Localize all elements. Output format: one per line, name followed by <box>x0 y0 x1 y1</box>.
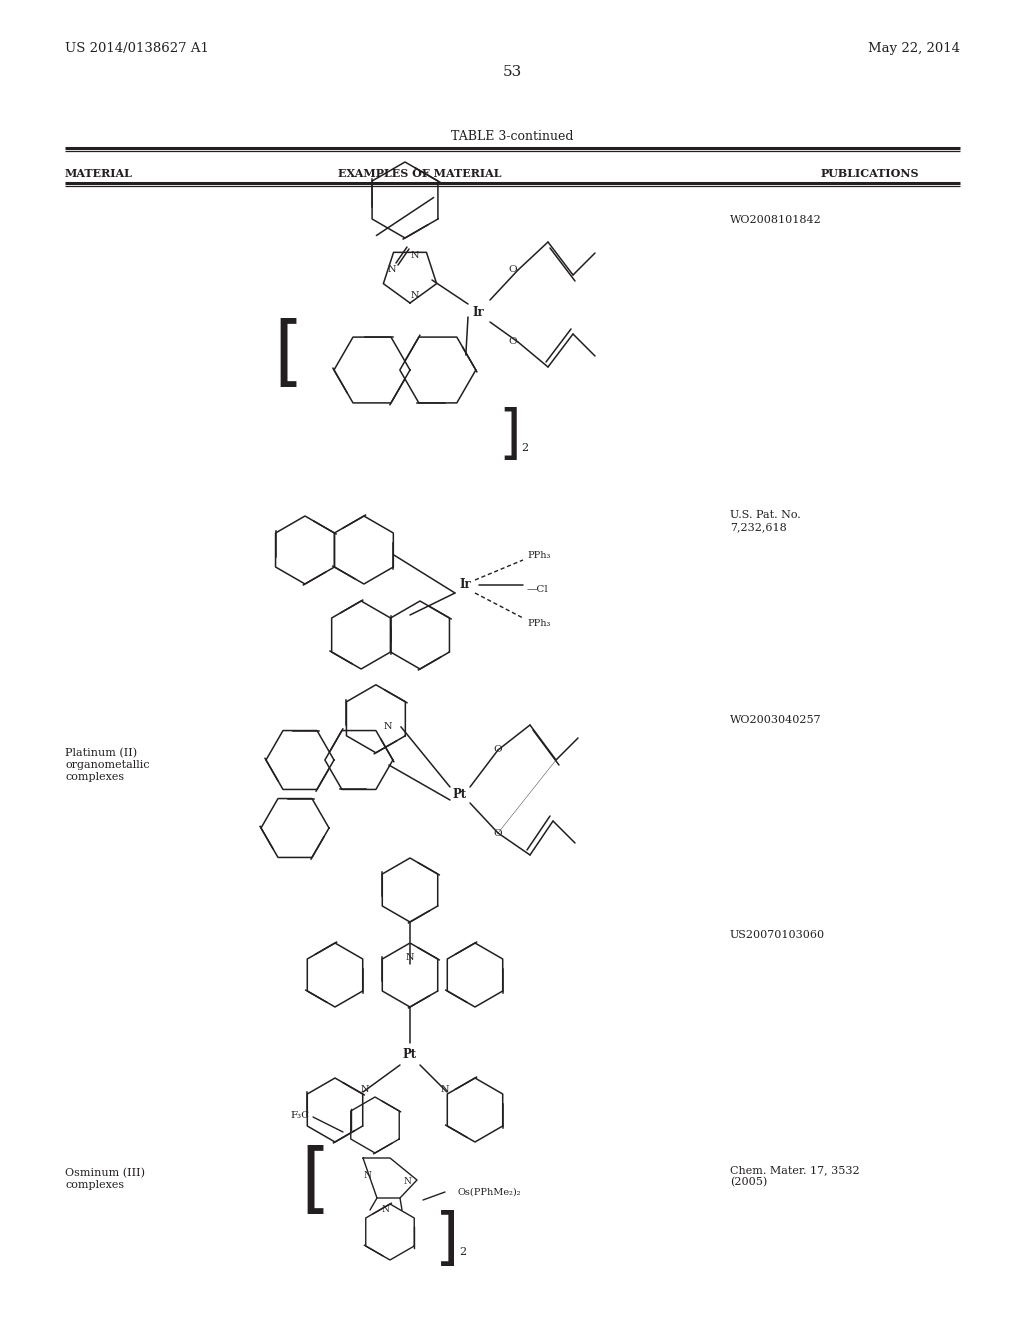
Text: [: [ <box>300 1144 330 1218</box>
Text: F₃C: F₃C <box>291 1110 310 1119</box>
Text: Os(PPhMe₂)₂: Os(PPhMe₂)₂ <box>457 1188 520 1196</box>
Text: N: N <box>384 722 392 731</box>
Text: O: O <box>494 746 503 755</box>
Text: O: O <box>509 265 517 275</box>
Text: complexes: complexes <box>65 772 124 781</box>
Text: PPh₃: PPh₃ <box>527 619 550 627</box>
Text: N: N <box>440 1085 450 1094</box>
Text: N: N <box>360 1085 370 1094</box>
Text: US20070103060: US20070103060 <box>730 931 825 940</box>
Text: PUBLICATIONS: PUBLICATIONS <box>821 168 920 180</box>
Text: Platinum (II): Platinum (II) <box>65 748 137 758</box>
Text: Pt: Pt <box>453 788 467 801</box>
Text: PPh₃: PPh₃ <box>527 550 550 560</box>
Text: O: O <box>509 338 517 346</box>
Text: WO2003040257: WO2003040257 <box>730 715 821 725</box>
Text: MATERIAL: MATERIAL <box>65 168 133 180</box>
Text: 2: 2 <box>460 1247 467 1257</box>
Text: ]: ] <box>435 1210 459 1270</box>
Text: —Cl: —Cl <box>527 586 549 594</box>
Text: N: N <box>406 953 415 961</box>
Text: May 22, 2014: May 22, 2014 <box>868 42 961 55</box>
Text: Ir: Ir <box>472 305 484 318</box>
Text: (2005): (2005) <box>730 1177 767 1187</box>
Text: [: [ <box>273 318 303 392</box>
Text: N: N <box>381 1205 389 1214</box>
Text: 2: 2 <box>521 444 528 453</box>
Text: WO2008101842: WO2008101842 <box>730 215 821 224</box>
Text: N: N <box>411 251 419 260</box>
Text: Pt: Pt <box>402 1048 417 1061</box>
Text: Chem. Mater. 17, 3532: Chem. Mater. 17, 3532 <box>730 1166 859 1175</box>
Text: complexes: complexes <box>65 1180 124 1191</box>
Text: organometallic: organometallic <box>65 760 150 770</box>
Text: US 2014/0138627 A1: US 2014/0138627 A1 <box>65 42 209 55</box>
Text: ]: ] <box>499 407 521 463</box>
Text: 7,232,618: 7,232,618 <box>730 521 786 532</box>
Text: Osminum (III): Osminum (III) <box>65 1168 145 1179</box>
Text: N: N <box>388 265 396 275</box>
Text: N: N <box>403 1177 411 1187</box>
Text: EXAMPLES OF MATERIAL: EXAMPLES OF MATERIAL <box>338 168 502 180</box>
Text: 53: 53 <box>503 65 521 79</box>
Text: O: O <box>494 829 503 837</box>
Text: TABLE 3-continued: TABLE 3-continued <box>451 129 573 143</box>
Text: Ir: Ir <box>459 578 471 591</box>
Text: N: N <box>411 290 419 300</box>
Text: U.S. Pat. No.: U.S. Pat. No. <box>730 510 801 520</box>
Text: N: N <box>364 1171 371 1180</box>
